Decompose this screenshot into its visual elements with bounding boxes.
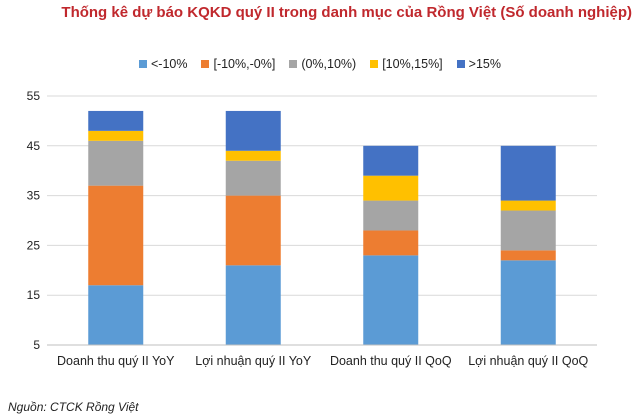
bar-segment	[88, 130, 144, 141]
bar-segment	[500, 200, 556, 211]
bar-segment	[363, 145, 419, 176]
legend-swatch	[201, 60, 210, 68]
legend-label: >15%	[468, 57, 501, 71]
x-tick-label: Doanh thu quý II QoQ	[330, 354, 452, 368]
legend-swatch	[289, 60, 298, 68]
bar-segment	[88, 185, 144, 286]
bar-segment	[225, 150, 281, 161]
y-tick-label: 55	[27, 89, 41, 103]
legend: <-10% [-10%,-0%] (0%,10%) [10%,15%] >15%	[0, 57, 640, 71]
bar-segment	[88, 140, 144, 186]
legend-item: [-10%,-0%]	[201, 57, 275, 71]
bar-segment	[363, 255, 419, 345]
legend-item: [10%,15%]	[370, 57, 443, 71]
bar-segment	[363, 175, 419, 201]
bar-segment	[500, 260, 556, 345]
chart-title: Thống kê dự báo KQKD quý II trong danh m…	[61, 4, 632, 21]
y-tick-label: 25	[27, 238, 41, 252]
x-tick-label: Lợi nhuận quý II YoY	[195, 354, 312, 368]
legend-item: <-10%	[138, 57, 188, 71]
y-tick-label: 35	[27, 189, 41, 203]
y-tick-label: 45	[27, 139, 41, 153]
legend-label: <-10%	[150, 57, 188, 71]
legend-swatch	[456, 60, 465, 68]
chart-plot: 5 15 25 35 45 55 Doanh thu quý II YoY Lợi nhuận…	[27, 89, 597, 368]
bar-segment	[225, 110, 281, 151]
bar-segment	[500, 145, 556, 201]
legend-label: [-10%,-0%]	[213, 57, 276, 71]
legend-label: (0%,10%)	[301, 57, 357, 71]
bar-segment	[225, 265, 281, 345]
legend-label: [10%,15%]	[382, 57, 443, 71]
x-tick-label: Doanh thu quý II YoY	[57, 354, 175, 368]
legend-item: (0%,10%)	[289, 57, 356, 71]
bar-segment	[363, 230, 419, 256]
bar-segment	[225, 160, 281, 196]
legend-swatch	[370, 60, 379, 68]
bar-segment	[225, 195, 281, 266]
bar-segment	[88, 285, 144, 345]
y-tick-label: 5	[33, 338, 40, 352]
y-tick-label: 15	[27, 288, 41, 302]
legend-swatch	[138, 60, 147, 68]
x-tick-label: Lợi nhuận quý II QoQ	[468, 354, 588, 368]
source-note: Nguồn: CTCK Rồng Việt	[8, 400, 139, 414]
bar-segment	[500, 210, 556, 251]
bar-segment	[88, 110, 144, 131]
legend-item: >15%	[456, 57, 501, 71]
bar-segment	[363, 200, 419, 231]
bar-segment	[500, 250, 556, 261]
